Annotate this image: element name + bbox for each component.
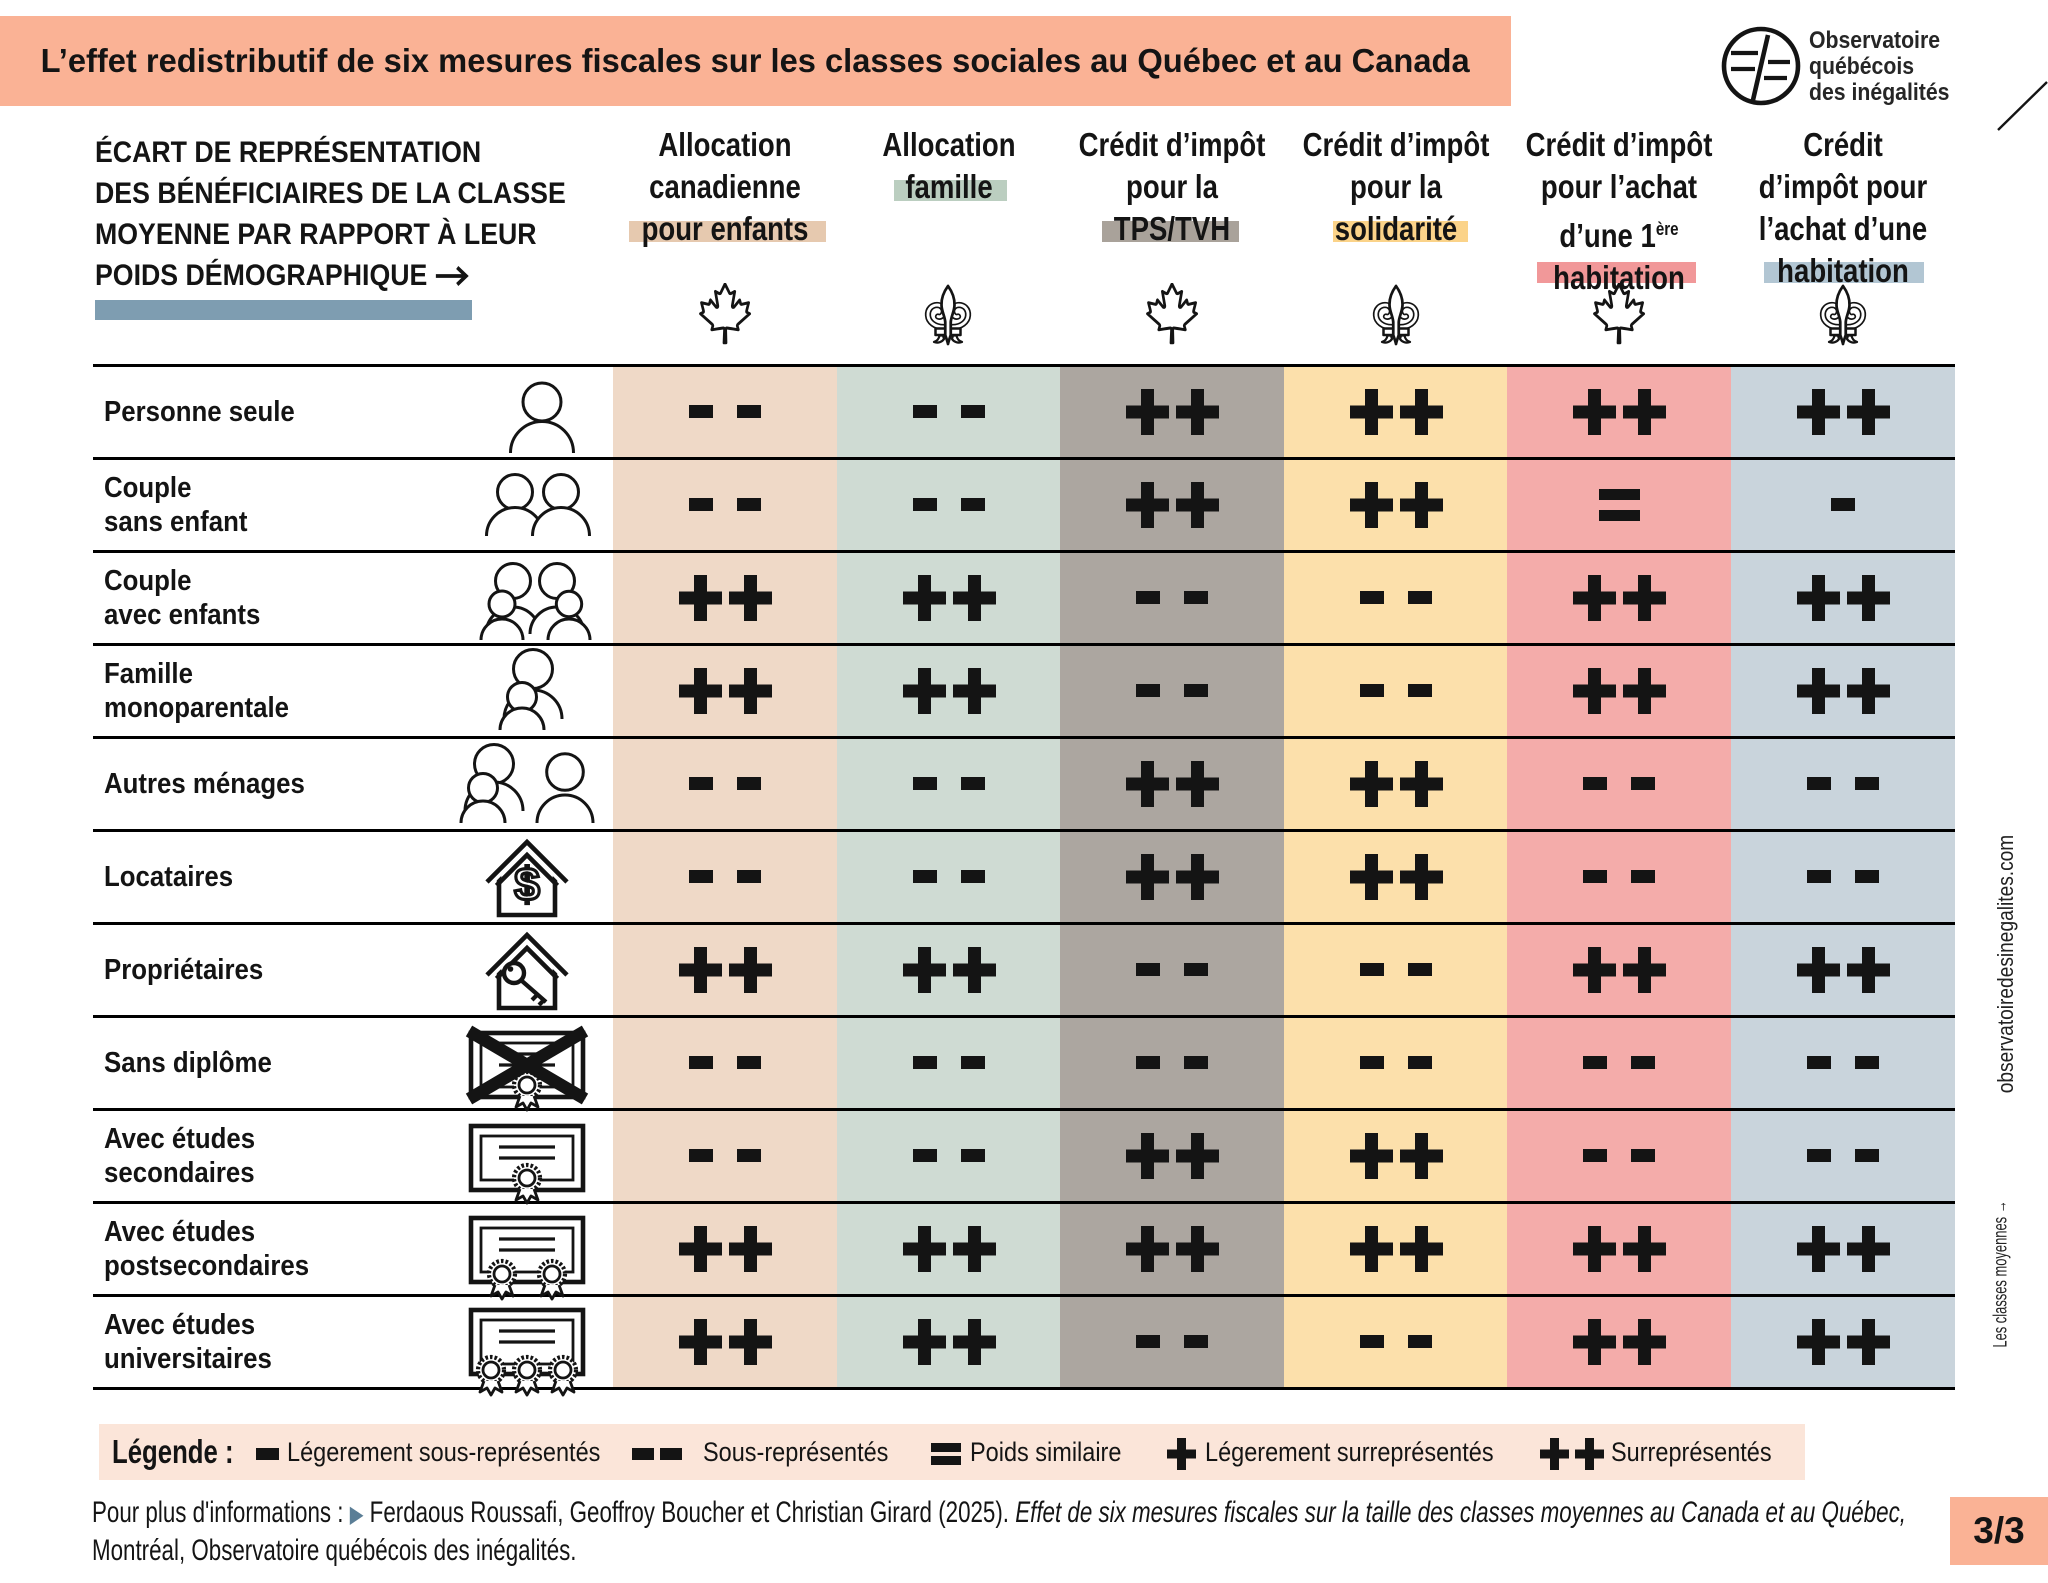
svg-text:$: $ — [514, 858, 540, 910]
